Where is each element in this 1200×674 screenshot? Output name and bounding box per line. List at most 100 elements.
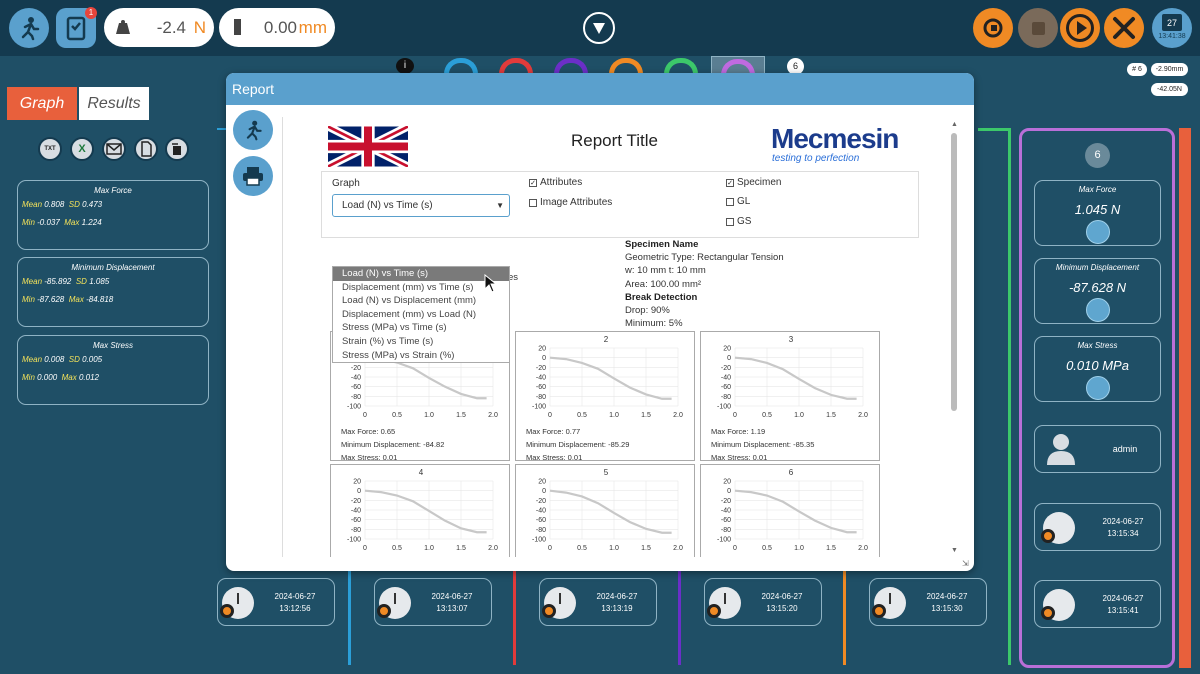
sample-count-badge: 6 bbox=[787, 58, 804, 75]
history-time: 13:13:07 bbox=[436, 604, 468, 613]
scroll-down-icon[interactable]: ▼ bbox=[951, 547, 958, 554]
user-card[interactable]: admin bbox=[1034, 425, 1161, 473]
sample-tab-2[interactable] bbox=[499, 58, 533, 74]
y-tick-label: 20 bbox=[538, 479, 546, 486]
sample-tab-1[interactable] bbox=[444, 58, 478, 74]
load-unit: N bbox=[193, 18, 206, 37]
y-tick-label: -100 bbox=[532, 404, 546, 411]
force-chip: -42.05N bbox=[1151, 83, 1188, 96]
chart-icon[interactable] bbox=[1086, 376, 1110, 400]
tools-icon[interactable] bbox=[1104, 8, 1144, 48]
y-tick-label: -20 bbox=[536, 365, 546, 372]
sample-tab-3[interactable] bbox=[554, 58, 588, 74]
scroll-up-icon[interactable]: ▲ bbox=[951, 121, 958, 128]
graph-option[interactable]: Displacement (mm) vs Load (N) bbox=[342, 308, 477, 320]
stat-value: -84.818 bbox=[86, 295, 114, 304]
y-tick-label: 20 bbox=[353, 479, 361, 486]
email-icon[interactable] bbox=[102, 137, 126, 161]
y-tick-label: -100 bbox=[347, 404, 361, 411]
graph-option[interactable]: Load (N) vs Time (s) bbox=[333, 267, 509, 281]
clock-time: 13:41:38 bbox=[1158, 33, 1186, 40]
break-detection-label: Break Detection bbox=[625, 291, 698, 303]
history-date: 2024-06-27 bbox=[596, 592, 638, 601]
history-card[interactable]: 2024-06-27 13:15:41 bbox=[1034, 580, 1161, 628]
y-tick-label: -80 bbox=[721, 394, 731, 401]
stat-value: 1.224 bbox=[81, 218, 102, 227]
y-tick-label: -80 bbox=[351, 394, 361, 401]
x-tick-label: 1.5 bbox=[641, 412, 651, 419]
report-doc-icon[interactable] bbox=[134, 137, 158, 161]
export-excel-icon[interactable]: X bbox=[70, 137, 94, 161]
play-icon[interactable] bbox=[1060, 8, 1100, 48]
history-card[interactable]: 2024-06-27 13:12:56 bbox=[217, 578, 335, 626]
tab-graph[interactable]: Graph bbox=[7, 87, 77, 120]
x-tick-label: 1.5 bbox=[826, 412, 836, 419]
history-date: 2024-06-27 bbox=[761, 592, 803, 601]
x-tick-label: 0.5 bbox=[762, 545, 772, 552]
graph-option[interactable]: Stress (MPa) vs Strain (%) bbox=[342, 349, 455, 361]
reset-icon[interactable] bbox=[973, 8, 1013, 48]
chart-icon[interactable] bbox=[1086, 220, 1110, 244]
resize-handle-icon[interactable]: ⇲ bbox=[962, 559, 969, 568]
chart-icon[interactable] bbox=[1086, 298, 1110, 322]
y-tick-label: -100 bbox=[532, 537, 546, 544]
gl-label: GL bbox=[737, 196, 751, 207]
report-scrollbar[interactable]: ▲ ▼ bbox=[950, 121, 958, 557]
y-tick-label: -60 bbox=[351, 517, 361, 524]
clock-icon bbox=[1041, 589, 1075, 621]
image-attributes-checkbox[interactable] bbox=[529, 199, 537, 207]
divider bbox=[217, 128, 226, 130]
y-tick-label: -60 bbox=[721, 517, 731, 524]
graph-option[interactable]: Displacement (mm) vs Time (s) bbox=[342, 281, 474, 293]
history-card[interactable]: 2024-06-27 13:13:19 bbox=[539, 578, 657, 626]
info-icon[interactable]: i bbox=[396, 58, 414, 74]
copy-icon[interactable] bbox=[165, 137, 189, 161]
print-icon[interactable] bbox=[233, 156, 273, 196]
stat-card-max-force: Max Force Mean 0.808 SD 0.473 Min -0.037… bbox=[17, 180, 209, 250]
scrollbar-thumb[interactable] bbox=[951, 133, 957, 411]
stat-value: 0.808 bbox=[44, 200, 65, 209]
result-card-max-stress: Max Stress 0.010 MPa bbox=[1034, 336, 1161, 402]
x-tick-label: 2.0 bbox=[858, 412, 868, 419]
exit-report-icon[interactable] bbox=[233, 110, 273, 150]
y-tick-label: -60 bbox=[536, 384, 546, 391]
tab-results[interactable]: Results bbox=[79, 87, 149, 120]
history-card[interactable]: 2024-06-27 13:15:20 bbox=[704, 578, 822, 626]
graph-option[interactable]: Stress (MPa) vs Time (s) bbox=[342, 322, 447, 334]
graph-option[interactable]: Strain (%) vs Time (s) bbox=[342, 335, 434, 347]
sample-tab-4[interactable] bbox=[609, 58, 643, 74]
y-tick-label: -80 bbox=[351, 527, 361, 534]
graph-card-4: 4 20 0 -20 -40 -60 -80 -100 0 0.5 1.0 1.5 2.0 bbox=[330, 464, 510, 557]
stat-key: SD bbox=[68, 355, 80, 364]
column-line-green-top bbox=[978, 128, 1010, 131]
attributes-checkbox[interactable]: ✓ bbox=[529, 179, 537, 187]
clock-icon bbox=[872, 587, 906, 619]
x-tick-label: 1.0 bbox=[794, 412, 804, 419]
clock-icon bbox=[377, 587, 411, 619]
graph-option[interactable]: Load (N) vs Displacement (mm) bbox=[342, 295, 477, 307]
sample-tab-5[interactable] bbox=[664, 58, 698, 74]
specimen-checkbox[interactable]: ✓ bbox=[726, 179, 734, 187]
history-time: 13:15:41 bbox=[1107, 606, 1139, 615]
x-tick-label: 2.0 bbox=[858, 545, 868, 552]
result-card-min-displacement: Minimum Displacement -87.628 N bbox=[1034, 258, 1161, 324]
user-name: admin bbox=[1112, 444, 1138, 454]
history-card[interactable]: 2024-06-27 13:15:34 bbox=[1034, 503, 1161, 551]
calendar-icon[interactable]: 27 13:41:38 bbox=[1152, 8, 1192, 48]
history-card[interactable]: 2024-06-27 13:15:30 bbox=[869, 578, 987, 626]
exit-icon[interactable] bbox=[9, 8, 49, 48]
history-card[interactable]: 2024-06-27 13:13:07 bbox=[374, 578, 492, 626]
gl-checkbox[interactable] bbox=[726, 198, 734, 206]
export-txt-icon[interactable]: TXT bbox=[38, 137, 62, 161]
sample-number-badge: 6 bbox=[1085, 143, 1110, 168]
clock-icon bbox=[1041, 512, 1075, 544]
sample-tab-6[interactable] bbox=[711, 56, 765, 75]
graph-select[interactable]: Load (N) vs Time (s) ▼ bbox=[332, 194, 510, 217]
stop-icon[interactable] bbox=[1018, 8, 1058, 48]
graph-stats: Max Force: 1.19 Minimum Displacement: -85… bbox=[711, 425, 814, 464]
stat-title: Max Force bbox=[94, 186, 132, 195]
stat-value: -85.892 bbox=[44, 277, 72, 286]
gs-checkbox[interactable] bbox=[726, 218, 734, 226]
